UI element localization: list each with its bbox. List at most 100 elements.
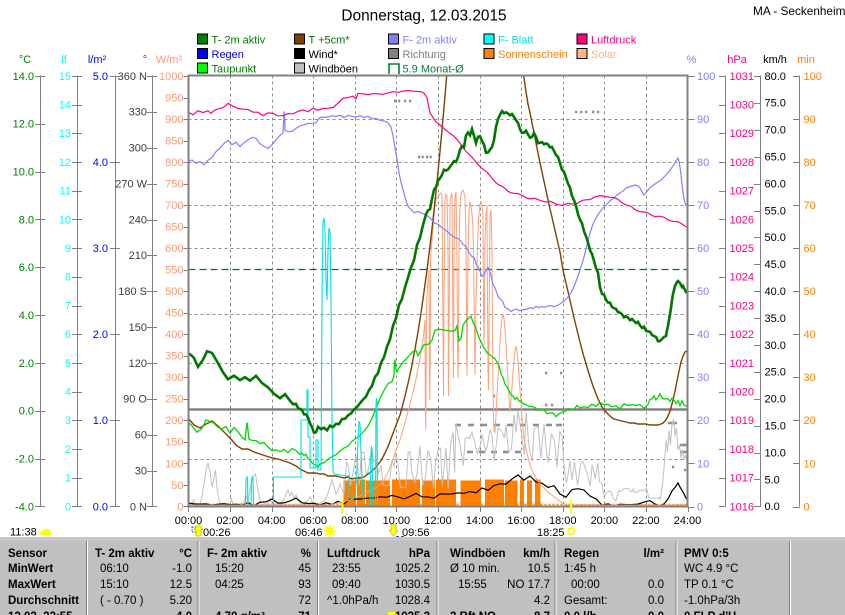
svg-text:400: 400	[165, 329, 183, 341]
svg-text:( - 0.70 ): ( - 0.70 )	[100, 595, 144, 607]
svg-text:0.0: 0.0	[19, 406, 34, 418]
svg-text:90: 90	[697, 114, 709, 126]
svg-text:0: 0	[177, 501, 183, 513]
svg-text:06:46: 06:46	[295, 527, 323, 539]
svg-text:Windböen: Windböen	[450, 548, 505, 560]
svg-text:5.0: 5.0	[765, 474, 780, 486]
svg-text:20: 20	[697, 415, 709, 427]
svg-text:Solar: Solar	[591, 49, 617, 61]
svg-text:40.0: 40.0	[765, 286, 786, 298]
svg-text:65.0: 65.0	[765, 152, 786, 164]
svg-text:9: 9	[65, 243, 71, 255]
svg-text:35.0: 35.0	[765, 313, 786, 325]
svg-text:1000: 1000	[159, 71, 183, 83]
svg-text:72: 72	[298, 595, 311, 607]
svg-text:450: 450	[165, 308, 183, 320]
svg-text:F- Blatt: F- Blatt	[498, 35, 533, 47]
svg-text:2.0: 2.0	[19, 358, 34, 370]
svg-text:0: 0	[697, 501, 703, 513]
svg-text:11: 11	[60, 186, 71, 198]
svg-text:04:25: 04:25	[215, 579, 244, 591]
svg-text:10:00: 10:00	[383, 515, 411, 527]
svg-text:80: 80	[697, 157, 709, 169]
svg-text:15:55: 15:55	[458, 579, 487, 591]
svg-text:70: 70	[697, 200, 709, 212]
svg-text:1025.2: 1025.2	[395, 563, 430, 575]
svg-text:0 N: 0 N	[130, 501, 147, 513]
svg-text:90 O: 90 O	[123, 394, 147, 406]
svg-text:1018: 1018	[730, 444, 754, 456]
svg-text:4.70 g/m³: 4.70 g/m³	[215, 611, 265, 615]
svg-text:80.0: 80.0	[765, 71, 786, 83]
svg-text:F- 2m aktiv: F- 2m aktiv	[403, 35, 458, 47]
svg-text:12.0: 12.0	[13, 119, 34, 131]
svg-text:1019: 1019	[730, 415, 754, 427]
svg-text:15:20: 15:20	[215, 563, 244, 575]
svg-text:00:26: 00:26	[203, 527, 231, 539]
svg-text:Sensor: Sensor	[8, 548, 48, 560]
svg-text:0: 0	[804, 501, 810, 513]
svg-text:50: 50	[804, 286, 816, 298]
svg-text:900: 900	[165, 114, 183, 126]
svg-text:600: 600	[165, 243, 183, 255]
svg-text:10: 10	[59, 214, 71, 226]
svg-text:1.0: 1.0	[93, 415, 108, 427]
svg-text:1027: 1027	[730, 186, 754, 198]
svg-text:1016: 1016	[730, 501, 754, 513]
svg-text:18:00: 18:00	[549, 515, 577, 527]
svg-text:3.0: 3.0	[93, 243, 108, 255]
svg-text:1: 1	[65, 473, 71, 485]
svg-text:850: 850	[165, 135, 183, 147]
svg-text:4.0: 4.0	[19, 310, 34, 322]
svg-text:08:00: 08:00	[341, 515, 369, 527]
svg-text:40: 40	[804, 329, 816, 341]
svg-text:-1.0: -1.0	[172, 563, 192, 575]
svg-text:7: 7	[65, 300, 71, 312]
svg-text:12.03, 23:55: 12.03, 23:55	[8, 611, 73, 615]
svg-text:350: 350	[165, 351, 183, 363]
svg-text:50.0: 50.0	[765, 232, 786, 244]
svg-text:300: 300	[129, 143, 147, 155]
svg-text:10: 10	[697, 458, 709, 470]
svg-text:14:00: 14:00	[466, 515, 494, 527]
svg-text:PMV 0:5: PMV 0:5	[684, 548, 729, 560]
svg-text:6.0: 6.0	[19, 262, 34, 274]
svg-text:70.0: 70.0	[765, 125, 786, 137]
svg-text:60.0: 60.0	[765, 178, 786, 190]
svg-text:55.0: 55.0	[765, 205, 786, 217]
svg-text:60: 60	[135, 430, 147, 442]
svg-text:10.5: 10.5	[528, 563, 550, 575]
svg-text:1028: 1028	[730, 157, 754, 169]
svg-text:^1.0hPa/h: ^1.0hPa/h	[327, 595, 378, 607]
svg-text:°C: °C	[19, 54, 31, 66]
svg-text:100: 100	[804, 71, 822, 83]
svg-text:3: 3	[65, 415, 71, 427]
svg-text:150: 150	[165, 437, 183, 449]
svg-text:-4.0: -4.0	[15, 501, 34, 513]
svg-text:06:00: 06:00	[299, 515, 327, 527]
svg-text:12: 12	[59, 157, 71, 169]
svg-text:5.0: 5.0	[93, 71, 108, 83]
svg-text:Donnerstag, 12.03.2015: Donnerstag, 12.03.2015	[341, 8, 506, 25]
svg-text:90: 90	[804, 114, 816, 126]
svg-text:l/m²: l/m²	[88, 54, 107, 66]
svg-text:%: %	[301, 548, 311, 560]
svg-text:lf: lf	[61, 54, 67, 66]
svg-text:12.5: 12.5	[170, 579, 192, 591]
svg-text:1028.4: 1028.4	[395, 595, 431, 607]
svg-text:1025: 1025	[730, 243, 754, 255]
svg-text:45: 45	[298, 563, 311, 575]
svg-text:50: 50	[697, 286, 709, 298]
svg-text:l/m²: l/m²	[644, 548, 665, 560]
svg-text:18:25: 18:25	[537, 527, 565, 539]
svg-text:750: 750	[165, 178, 183, 190]
svg-text:MA - Seckenheim: MA - Seckenheim	[753, 4, 845, 18]
svg-text:45.0: 45.0	[765, 259, 786, 271]
svg-text:200: 200	[165, 415, 183, 427]
svg-text:40: 40	[697, 329, 709, 341]
svg-text:14: 14	[59, 100, 71, 112]
svg-text:30: 30	[697, 372, 709, 384]
svg-text:300: 300	[165, 372, 183, 384]
svg-text:W/m²: W/m²	[156, 54, 183, 66]
svg-text:1021: 1021	[730, 358, 754, 370]
